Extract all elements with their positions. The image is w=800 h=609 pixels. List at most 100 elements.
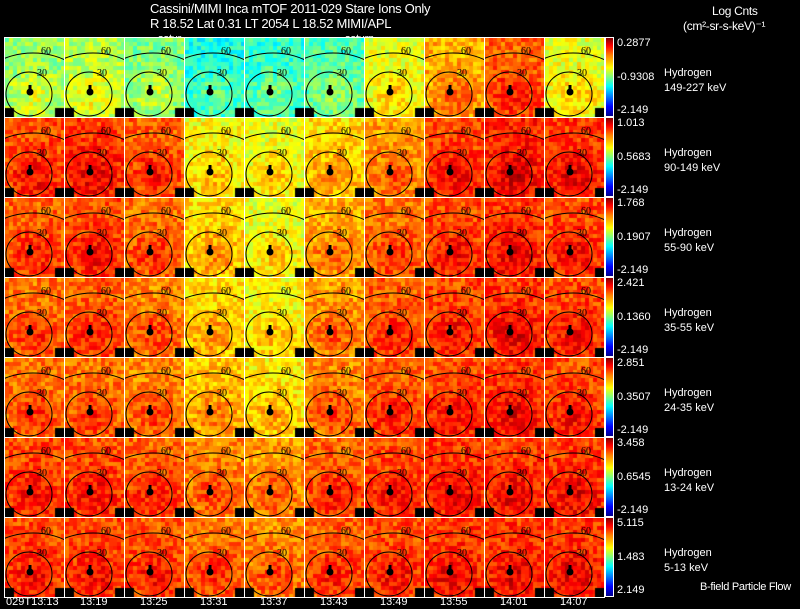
contour-60 — [5, 372, 64, 381]
contour-label-60: 60 — [281, 126, 291, 137]
contour-30 — [5, 471, 53, 517]
contour-label-60: 60 — [461, 286, 471, 297]
contour-overlay: 60 30 — [65, 206, 124, 277]
contour-label-30: 30 — [577, 148, 587, 159]
contour-overlay: 60 30 — [245, 446, 304, 517]
contour-60 — [485, 452, 544, 461]
contour-60 — [65, 532, 124, 541]
contour-label-30: 30 — [457, 308, 467, 319]
contour-overlay: 60 30 — [125, 366, 184, 437]
spin-axis-marker — [88, 405, 92, 410]
spin-axis-marker — [568, 165, 572, 170]
saturn-marker-icon — [146, 168, 154, 176]
contour-label-60: 60 — [161, 446, 171, 457]
spin-axis-marker — [28, 565, 32, 570]
saturn-marker-icon — [146, 568, 154, 576]
contour-label-60: 60 — [101, 446, 111, 457]
contour-60 — [245, 132, 304, 141]
colorbar-min-label: -2.149 — [617, 184, 649, 196]
saturn-marker-icon — [506, 248, 514, 256]
contour-label-30: 30 — [97, 228, 107, 239]
heatmap-cells — [365, 278, 424, 357]
contour-label-30: 30 — [337, 228, 347, 239]
spin-axis-marker — [208, 325, 212, 330]
colorbar-mid-label: -0.9308 — [617, 71, 655, 83]
contour-60 — [485, 52, 544, 61]
heatmap-cells — [545, 518, 604, 597]
contour-60 — [425, 292, 484, 301]
ena-image-panel: 60 30 — [484, 277, 545, 358]
contour-label-60: 60 — [581, 206, 591, 217]
heatmap-cells — [365, 438, 424, 517]
contour-label-60: 60 — [41, 286, 51, 297]
contour-label-30: 30 — [397, 548, 407, 559]
ena-image-panel: 60 30 — [304, 437, 365, 518]
contour-label-30: 30 — [97, 68, 107, 79]
heatmap-cells — [245, 358, 304, 437]
spin-axis-marker — [328, 565, 332, 570]
ena-image-panel: 60 30 — [304, 277, 365, 358]
spin-axis-marker — [448, 405, 452, 410]
contour-30 — [245, 391, 293, 437]
contour-60 — [365, 52, 424, 61]
contour-60 — [545, 212, 604, 221]
heatmap-cells — [485, 358, 544, 437]
contour-30 — [365, 151, 413, 197]
ena-image-panel: 60 30 — [364, 357, 425, 438]
contour-60 — [185, 52, 244, 61]
ena-image-panel: 60 30 — [4, 517, 65, 598]
contour-label-30: 30 — [157, 308, 167, 319]
contour-label-60: 60 — [521, 46, 531, 57]
contour-label-30: 30 — [337, 468, 347, 479]
contour-60 — [65, 52, 124, 61]
contour-60 — [5, 292, 64, 301]
contour-label-30: 30 — [217, 308, 227, 319]
spin-axis-marker — [88, 245, 92, 250]
contour-label-30: 30 — [37, 308, 47, 319]
contour-30 — [425, 71, 473, 117]
contour-30 — [185, 551, 233, 597]
saturn-marker-icon — [386, 408, 394, 416]
heatmap-cells — [185, 438, 244, 517]
time-label: 13:31 — [200, 596, 228, 608]
ena-image-panel: 60 30 — [184, 517, 245, 598]
spin-axis-marker — [328, 165, 332, 170]
contour-60 — [365, 532, 424, 541]
heatmap-cells — [125, 118, 184, 197]
contour-30 — [245, 231, 293, 277]
species-label: Hydrogen — [664, 307, 712, 319]
contour-label-30: 30 — [517, 228, 527, 239]
saturn-marker-icon — [506, 408, 514, 416]
spin-axis-marker — [208, 85, 212, 90]
heatmap-cells — [5, 358, 64, 437]
contour-30 — [5, 71, 53, 117]
saturn-marker-icon — [326, 168, 334, 176]
saturn-marker-icon — [326, 568, 334, 576]
heatmap-cells — [185, 358, 244, 437]
saturn-marker-icon — [26, 248, 34, 256]
contour-30 — [125, 151, 173, 197]
contour-label-30: 30 — [457, 548, 467, 559]
spin-axis-marker — [328, 85, 332, 90]
saturn-marker-icon — [26, 88, 34, 96]
spin-axis-marker — [388, 85, 392, 90]
heatmap-cells — [425, 118, 484, 197]
contour-label-60: 60 — [101, 126, 111, 137]
contour-30 — [305, 231, 353, 277]
contour-overlay: 60 30 — [5, 446, 64, 517]
ena-image-panel: 60 30 — [244, 437, 305, 518]
contour-60 — [125, 292, 184, 301]
heatmap-cells — [185, 278, 244, 357]
contour-overlay: 60 30 — [485, 526, 544, 597]
contour-30 — [485, 231, 533, 277]
contour-label-60: 60 — [521, 366, 531, 377]
ena-image-panel: 60 30 — [4, 37, 65, 118]
saturn-marker-icon — [566, 328, 574, 336]
saturn-marker-icon — [326, 408, 334, 416]
contour-60 — [245, 372, 304, 381]
contour-60 — [185, 532, 244, 541]
units-label: Log Cnts — [712, 4, 758, 18]
spin-axis-marker — [268, 565, 272, 570]
contour-overlay: 60 30 — [305, 126, 364, 197]
contour-60 — [65, 292, 124, 301]
